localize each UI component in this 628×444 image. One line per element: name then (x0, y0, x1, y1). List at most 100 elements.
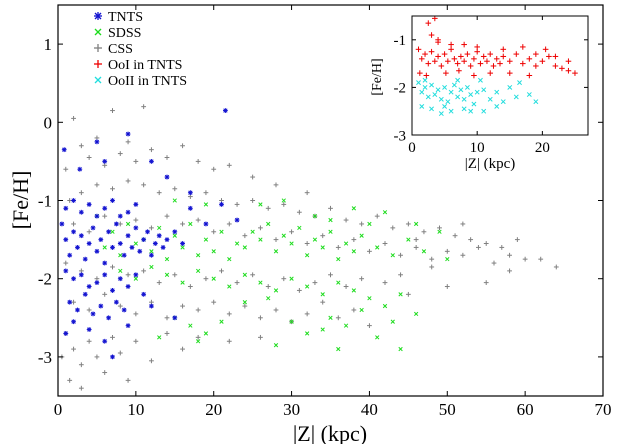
inset-y-tick-label: -2 (394, 81, 407, 97)
main-point-0-89 (203, 276, 209, 282)
main-x-tick-label: 20 (205, 400, 222, 419)
main-point-0-22 (94, 182, 100, 188)
main-point-2-25 (156, 233, 162, 239)
main-point-1-26 (351, 249, 357, 254)
main-point-0-49 (514, 237, 520, 242)
main-point-1-33 (343, 241, 349, 246)
main-point-2-49 (133, 272, 139, 278)
inset-point-0-29 (520, 60, 526, 67)
inset-chart-points (415, 15, 578, 117)
main-point-2-32 (78, 209, 84, 215)
main-point-0-86 (156, 280, 162, 286)
main-point-2-75 (149, 159, 154, 164)
main-point-0-24 (125, 178, 131, 184)
legend-label-2: CSS (108, 42, 133, 57)
inset-point-0-21 (484, 58, 490, 65)
main-point-0-47 (483, 241, 489, 246)
inset-point-0-5 (432, 58, 438, 65)
main-point-0-26 (156, 190, 162, 196)
main-point-0-113 (273, 307, 279, 313)
inset-x-tick-label: 0 (408, 140, 416, 156)
inset-point-1-19 (481, 87, 487, 93)
inset-point-0-44 (443, 70, 449, 76)
main-point-0-57 (180, 221, 185, 227)
main-point-1-89 (266, 296, 271, 301)
main-point-1-60 (343, 323, 349, 328)
main-point-2-38 (125, 209, 131, 215)
inset-point-0-27 (506, 58, 513, 65)
main-point-0-104 (133, 311, 139, 317)
main-x-axis-label: |Z| (kpc) (293, 421, 367, 444)
main-point-1-47 (227, 284, 232, 289)
inset-point-1-15 (464, 84, 470, 90)
inset-point-1-26 (533, 99, 539, 105)
main-point-1-2 (125, 221, 131, 227)
inset-x-tick-label: 20 (535, 140, 550, 156)
main-point-1-14 (164, 256, 170, 262)
main-point-1-53 (320, 292, 325, 297)
inset-x-tick-label: 10 (470, 140, 485, 156)
inset-point-1-25 (526, 92, 532, 97)
main-point-0-67 (335, 245, 341, 250)
main-x-tick-label: 30 (283, 400, 300, 419)
main-point-0-141 (553, 264, 559, 270)
main-point-0-75 (460, 252, 466, 258)
main-point-0-52 (102, 213, 108, 219)
main-point-1-1 (110, 229, 115, 234)
main-point-0-130 (164, 331, 170, 336)
main-point-1-19 (242, 245, 248, 250)
main-point-0-88 (187, 284, 193, 289)
main-x-tick-label: 60 (517, 400, 534, 419)
main-point-0-65 (304, 241, 310, 246)
main-point-1-73 (219, 319, 224, 324)
main-point-2-18 (129, 245, 135, 250)
main-x-tick-label: 70 (595, 400, 612, 419)
inset-point-0-52 (461, 41, 467, 48)
main-y-tick-label: 1 (44, 35, 53, 54)
inset-point-1-39 (468, 108, 474, 114)
main-point-0-69 (367, 248, 372, 254)
main-point-0-99 (359, 276, 365, 282)
main-point-0-68 (351, 237, 357, 242)
main-x-tick-label: 0 (54, 400, 63, 419)
legend-marker-4 (94, 76, 102, 84)
legend-marker-2 (94, 44, 102, 52)
inset-point-0-36 (565, 67, 572, 74)
inset-point-1-35 (455, 77, 461, 83)
inset-point-0-33 (546, 53, 552, 60)
main-point-0-16 (226, 162, 232, 168)
inset-y-axis-label: [Fe/H] (370, 58, 385, 95)
main-point-2-12 (106, 229, 112, 235)
main-point-2-17 (125, 233, 131, 239)
main-point-2-2 (67, 252, 73, 258)
main-point-0-136 (125, 377, 131, 383)
main-point-0-148 (413, 237, 419, 242)
inset-point-0-58 (552, 53, 559, 60)
main-point-2-73 (102, 159, 108, 164)
legend-label-3: OoI in TNTS (108, 58, 182, 73)
main-point-0-2 (78, 143, 84, 149)
inset-point-0-4 (428, 48, 435, 55)
inset-point-1-4 (429, 82, 435, 88)
main-point-0-40 (374, 213, 380, 219)
main-point-1-72 (203, 331, 209, 336)
main-point-0-95 (296, 288, 302, 293)
main-point-1-10 (102, 245, 107, 250)
main-y-tick-label: -3 (38, 348, 52, 367)
main-point-0-19 (304, 190, 310, 196)
inset-point-0-42 (417, 70, 423, 76)
inset-point-0-1 (418, 56, 425, 62)
main-point-0-138 (258, 334, 263, 340)
main-point-2-68 (187, 205, 193, 211)
main-point-0-79 (522, 256, 528, 262)
main-point-1-49 (258, 280, 263, 285)
main-point-2-35 (102, 205, 108, 211)
main-point-2-41 (71, 276, 76, 282)
main-point-2-51 (75, 307, 80, 313)
main-point-0-125 (102, 370, 108, 375)
main-point-1-65 (289, 319, 294, 324)
main-point-0-23 (110, 186, 115, 192)
main-point-1-56 (367, 296, 372, 301)
main-point-0-13 (180, 143, 185, 149)
main-point-0-27 (172, 186, 178, 192)
